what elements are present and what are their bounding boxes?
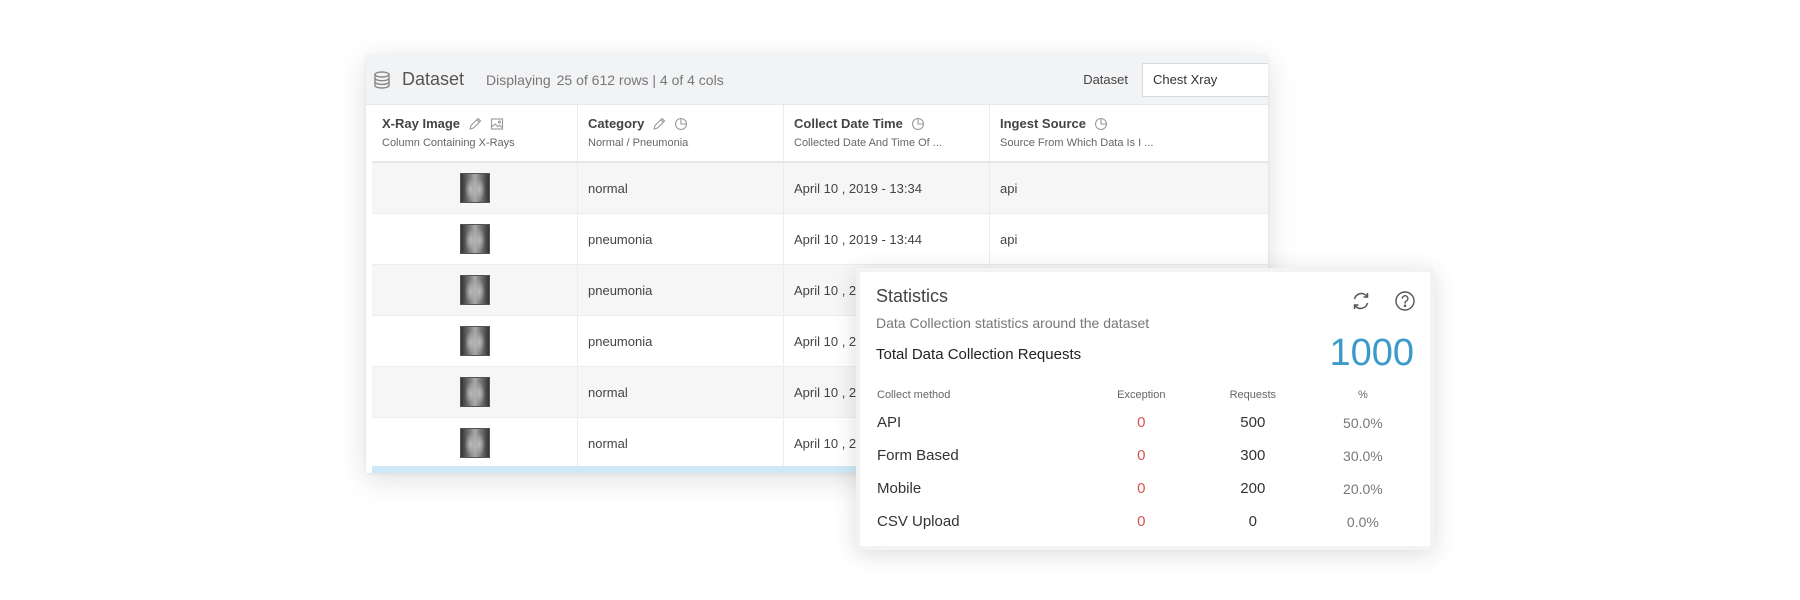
column-name: Collect Date Time (794, 116, 903, 131)
xray-thumbnail[interactable] (459, 224, 490, 254)
requests-count: 0 (1248, 513, 1257, 530)
statistics-title: Statistics (876, 286, 949, 306)
percent-value: 20.0% (1343, 480, 1383, 497)
pie-chart-icon[interactable] (1094, 117, 1108, 131)
xray-thumbnail[interactable] (459, 275, 490, 305)
column-name: Category (588, 116, 645, 131)
header-requests: Requests (1229, 389, 1277, 401)
table-row[interactable]: pneumonia April 10 , 2019 - 13:44 api (372, 214, 1268, 265)
xray-thumbnail[interactable] (459, 326, 490, 356)
requests-count: 200 (1240, 480, 1266, 497)
stats-row-form-based: Form Based 0 300 30.0% (877, 439, 1417, 472)
collect-method: API (877, 414, 902, 431)
requests-count: 500 (1240, 414, 1266, 431)
column-header-xray-image[interactable]: X-Ray Image Column Containing X-Rays (372, 105, 578, 161)
category-cell: normal (578, 163, 784, 213)
collect-method: CSV Upload (877, 513, 960, 530)
stats-row-mobile: Mobile 0 200 20.0% (877, 472, 1417, 505)
dataset-header-bar: Dataset Displaying 25 of 612 rows | 4 of … (366, 55, 1268, 105)
xray-cell (372, 265, 578, 315)
category-cell: pneumonia (578, 214, 784, 264)
column-description: Source From Which Data Is I ... (1000, 137, 1154, 149)
exception-count: 0 (1137, 447, 1146, 464)
xray-thumbnail[interactable] (459, 377, 490, 407)
category-cell: normal (578, 418, 784, 468)
header-percent: % (1358, 389, 1368, 401)
exception-count: 0 (1137, 414, 1146, 431)
column-name: Ingest Source (1000, 116, 1086, 131)
category-cell: pneumonia (578, 265, 784, 315)
column-header-ingest-source[interactable]: Ingest Source Source From Which Data Is … (990, 105, 1268, 161)
pie-chart-icon[interactable] (674, 117, 688, 131)
stats-row-csv-upload: CSV Upload 0 0 0.0% (877, 505, 1417, 538)
column-headers: X-Ray Image Column Containing X-Rays Cat… (372, 105, 1268, 163)
percent-value: 30.0% (1343, 447, 1383, 464)
row-col-count: Displaying 25 of 612 rows | 4 of 4 cols (486, 72, 724, 88)
table-row[interactable]: normal April 10 , 2019 - 13:34 api (372, 163, 1268, 214)
pencil-icon[interactable] (652, 117, 666, 131)
xray-cell (372, 214, 578, 264)
dataset-title: Dataset (402, 69, 465, 89)
date-cell: April 10 , 2019 - 13:34 (784, 163, 990, 213)
xray-cell (372, 316, 578, 366)
xray-cell (372, 418, 578, 468)
percent-value: 0.0% (1346, 513, 1379, 530)
total-requests-label: Total Data Collection Requests (876, 346, 1082, 363)
column-name: X-Ray Image (382, 116, 461, 131)
column-header-collect-date-time[interactable]: Collect Date Time Collected Date And Tim… (784, 105, 990, 161)
stats-row-api: API 0 500 50.0% (877, 406, 1417, 439)
statistics-card: Statistics Data Collection statistics ar… (856, 268, 1434, 550)
refresh-icon[interactable] (1350, 290, 1372, 312)
total-requests-value: 1000 (1329, 332, 1414, 374)
column-description: Normal / Pneumonia (588, 137, 689, 149)
displaying-label: Displaying (486, 71, 551, 88)
header-exception: Exception (1117, 389, 1166, 401)
xray-cell (372, 163, 578, 213)
exception-count: 0 (1137, 480, 1146, 497)
category-cell: pneumonia (578, 316, 784, 366)
image-icon[interactable] (490, 117, 504, 131)
displaying-value: 25 of 612 rows | 4 of 4 cols (556, 71, 724, 88)
exception-count: 0 (1137, 513, 1146, 530)
statistics-subtitle: Data Collection statistics around the da… (876, 315, 1150, 331)
pie-chart-icon[interactable] (911, 117, 925, 131)
xray-thumbnail[interactable] (459, 173, 490, 203)
help-icon[interactable] (1394, 290, 1416, 312)
dataset-select-label: Dataset (1083, 72, 1128, 87)
percent-value: 50.0% (1343, 414, 1383, 431)
collect-method: Mobile (877, 480, 922, 497)
xray-cell (372, 367, 578, 417)
xray-thumbnail[interactable] (459, 428, 490, 458)
dataset-panel: Dataset Displaying 25 of 612 rows | 4 of … (366, 55, 1268, 473)
dataset-select[interactable]: Chest Xray (1142, 62, 1268, 97)
column-header-category[interactable]: Category Normal / Pneumonia (578, 105, 784, 161)
column-description: Column Containing X-Rays (382, 137, 515, 149)
statistics-table: Collect method Exception Requests % API … (877, 384, 1417, 538)
pencil-icon[interactable] (468, 117, 482, 131)
database-icon (372, 70, 392, 90)
date-cell: April 10 , 2019 - 13:44 (784, 214, 990, 264)
source-cell: api (1000, 180, 1018, 196)
statistics-table-header: Collect method Exception Requests % (877, 384, 1417, 406)
header-collect-method: Collect method (877, 389, 951, 401)
category-cell: normal (578, 367, 784, 417)
source-cell: api (1000, 231, 1018, 247)
column-description: Collected Date And Time Of ... (794, 137, 942, 149)
collect-method: Form Based (877, 447, 959, 464)
selected-row-highlight (372, 466, 1268, 473)
requests-count: 300 (1240, 447, 1266, 464)
